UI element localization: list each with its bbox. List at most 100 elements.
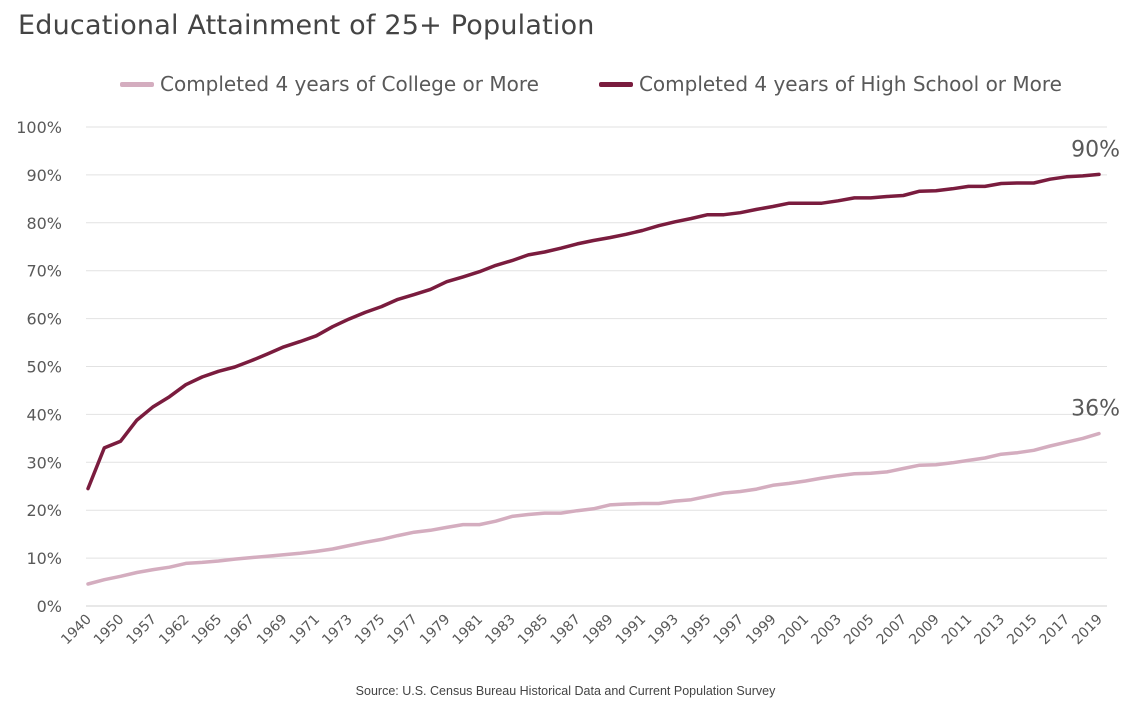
- data-point-college: [641, 502, 644, 505]
- data-point-college: [347, 544, 350, 547]
- series-line-highschool: [86, 172, 1101, 491]
- data-point-highschool: [674, 220, 677, 223]
- data-point-college: [103, 578, 106, 581]
- data-point-college: [592, 507, 595, 510]
- data-point-highschool: [902, 194, 905, 197]
- data-point-highschool: [657, 224, 660, 227]
- data-point-college: [934, 463, 937, 466]
- data-point-highschool: [298, 340, 301, 343]
- data-point-college: [853, 472, 856, 475]
- x-tick-label: 1991: [613, 612, 650, 649]
- data-point-college: [331, 547, 334, 550]
- x-tick-label: 1965: [189, 612, 226, 649]
- x-tick-label: 1989: [580, 612, 617, 649]
- end-label-college: 36%: [1071, 397, 1120, 422]
- x-tick-label: 2001: [776, 612, 813, 649]
- data-point-highschool: [217, 370, 220, 373]
- x-tick-label: 1997: [711, 612, 748, 649]
- data-point-highschool: [527, 253, 530, 256]
- x-tick-label: 1981: [450, 612, 487, 649]
- data-point-college: [429, 529, 432, 532]
- data-point-college: [527, 513, 530, 516]
- data-point-college: [1049, 445, 1052, 448]
- data-point-college: [315, 550, 318, 553]
- data-point-college: [837, 474, 840, 477]
- data-point-college: [1081, 437, 1084, 440]
- data-point-college: [119, 575, 122, 578]
- end-label-highschool: 90%: [1071, 137, 1120, 162]
- x-tick-label: 1995: [678, 612, 715, 649]
- x-tick-label: 1940: [58, 612, 95, 649]
- data-point-highschool: [1081, 174, 1084, 177]
- x-tick-label: 2013: [971, 612, 1008, 649]
- data-point-college: [967, 459, 970, 462]
- legend-swatch-highschool: [598, 81, 633, 87]
- legend-item-highschool: Completed 4 years of High School or More: [598, 72, 1062, 96]
- data-point-highschool: [119, 440, 122, 443]
- data-point-college: [902, 467, 905, 470]
- data-point-highschool: [934, 189, 937, 192]
- data-point-college: [1000, 453, 1003, 456]
- y-tick-label: 60%: [26, 310, 62, 329]
- data-point-highschool: [625, 233, 628, 236]
- data-point-highschool: [1065, 175, 1068, 178]
- data-point-college: [250, 556, 253, 559]
- data-point-college: [298, 552, 301, 555]
- data-point-highschool: [331, 325, 334, 328]
- data-point-college: [266, 555, 269, 558]
- x-tick-label: 1975: [352, 612, 389, 649]
- series-line-college: [86, 431, 1101, 586]
- data-point-highschool: [396, 298, 399, 301]
- data-point-highschool: [592, 239, 595, 242]
- data-point-college: [445, 526, 448, 529]
- data-point-college: [576, 509, 579, 512]
- data-point-college: [152, 568, 155, 571]
- chart-title: Educational Attainment of 25+ Population: [18, 10, 595, 41]
- data-point-college: [869, 472, 872, 475]
- y-tick-label: 10%: [26, 549, 62, 568]
- data-point-college: [233, 558, 236, 561]
- data-point-highschool: [478, 270, 481, 273]
- data-point-highschool: [1016, 182, 1019, 185]
- data-point-highschool: [429, 288, 432, 291]
- y-tick-label: 50%: [26, 358, 62, 377]
- data-point-college: [364, 541, 367, 544]
- data-point-college: [559, 512, 562, 515]
- data-point-college: [1032, 449, 1035, 452]
- data-point-college: [87, 582, 90, 585]
- data-point-college: [674, 500, 677, 503]
- data-point-college: [282, 553, 285, 556]
- legend-swatch-college: [120, 81, 154, 87]
- data-point-highschool: [184, 383, 187, 386]
- data-point-college: [608, 503, 611, 506]
- data-point-highschool: [869, 196, 872, 199]
- data-point-highschool: [641, 229, 644, 232]
- x-tick-label: 1985: [515, 612, 552, 649]
- data-point-highschool: [266, 353, 269, 356]
- data-point-highschool: [1049, 178, 1052, 181]
- data-point-highschool: [918, 190, 921, 193]
- data-point-highschool: [967, 185, 970, 188]
- legend-label-highschool: Completed 4 years of High School or More: [638, 72, 1062, 96]
- y-tick-label: 30%: [26, 453, 62, 472]
- data-point-college: [217, 559, 220, 562]
- data-point-college: [1016, 451, 1019, 454]
- x-tick-label: 1967: [221, 612, 258, 649]
- data-point-college: [396, 534, 399, 537]
- legend-label-college: Completed 4 years of College or More: [160, 72, 539, 96]
- data-point-college: [771, 484, 774, 487]
- data-point-highschool: [739, 211, 742, 214]
- y-tick-label: 80%: [26, 214, 62, 233]
- y-tick-label: 0%: [37, 597, 62, 616]
- y-tick-label: 90%: [26, 166, 62, 185]
- data-point-highschool: [347, 318, 350, 321]
- data-point-highschool: [233, 365, 236, 368]
- y-tick-label: 100%: [16, 118, 62, 137]
- data-point-highschool: [771, 205, 774, 208]
- data-point-highschool: [250, 359, 253, 362]
- data-point-college: [739, 490, 742, 493]
- x-tick-label: 1971: [287, 612, 324, 649]
- x-tick-label: 2007: [874, 612, 911, 649]
- data-point-highschool: [87, 487, 90, 490]
